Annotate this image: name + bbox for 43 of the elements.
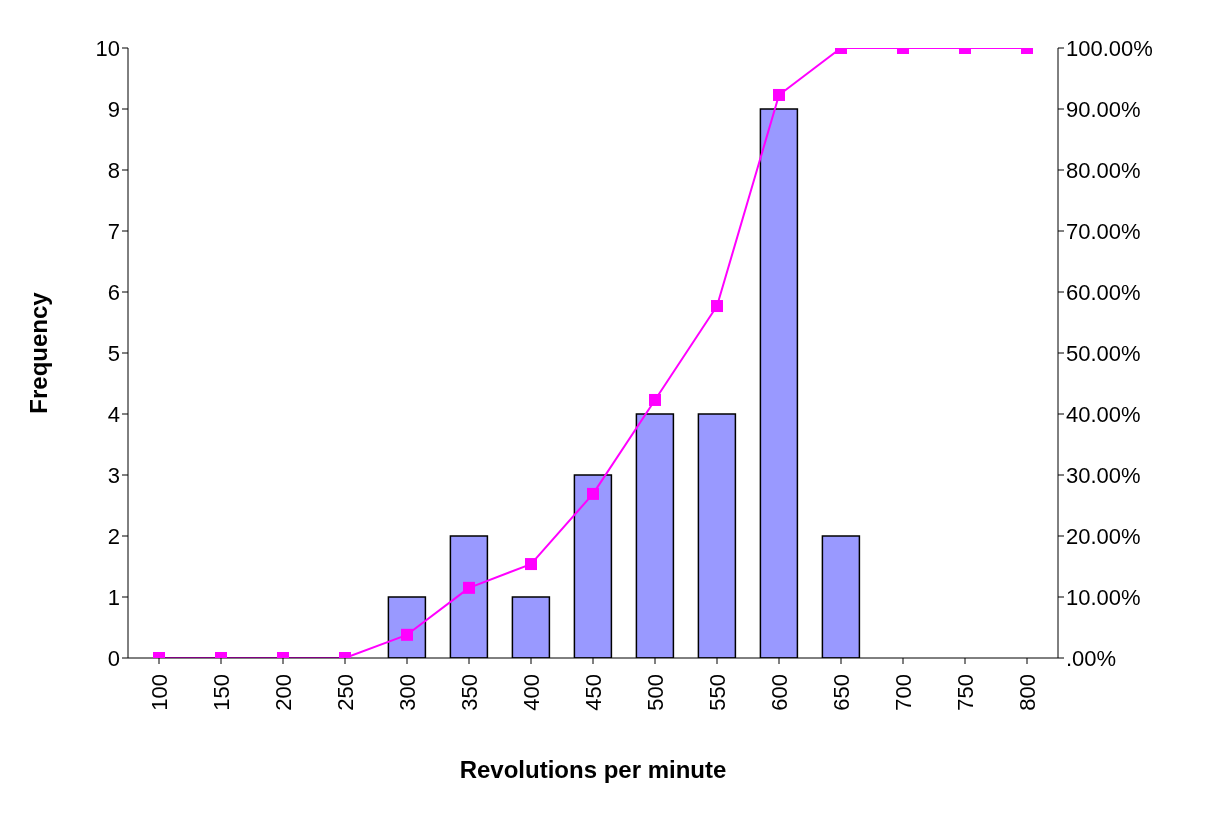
y2-tick-label: 20.00% xyxy=(1066,523,1141,549)
y-tick-label: 5 xyxy=(107,340,120,366)
y2-tick-label: 50.00% xyxy=(1066,340,1141,366)
x-tick-label: 800 xyxy=(1014,674,1040,711)
y-tick-label: 9 xyxy=(107,96,120,122)
y-tick-label: 6 xyxy=(107,279,120,305)
y2-tick-label: 30.00% xyxy=(1066,462,1141,488)
x-tick-label: 300 xyxy=(394,674,420,711)
x-axis-title: Revolutions per minute xyxy=(459,756,727,783)
y-tick-label: 10 xyxy=(95,35,120,61)
y-tick-label: 7 xyxy=(107,218,120,244)
x-tick-label: 700 xyxy=(890,674,916,711)
y-tick-label: 8 xyxy=(107,157,120,183)
x-tick-label: 450 xyxy=(580,674,606,711)
x-tick-label: 100 xyxy=(146,674,172,711)
x-tick-label: 500 xyxy=(642,674,668,711)
point xyxy=(587,487,599,500)
y2-tick-label: 40.00% xyxy=(1066,401,1141,427)
x-tick-label: 650 xyxy=(828,674,854,711)
x-tick-label: 150 xyxy=(208,674,234,711)
point xyxy=(649,393,661,406)
y-tick-label: 1 xyxy=(107,584,120,610)
y2-tick-label: 70.00% xyxy=(1066,218,1141,244)
x-tick-label: 250 xyxy=(332,674,358,711)
y2-tick-label: 90.00% xyxy=(1066,96,1141,122)
y2-tick-label: .00% xyxy=(1066,645,1117,671)
y-tick-label: 0 xyxy=(107,645,120,671)
y2-tick-label: 10.00% xyxy=(1066,584,1141,610)
y-axis-title: Frequency xyxy=(24,291,52,414)
x-tick-label: 400 xyxy=(518,674,544,711)
y2-tick-label: 80.00% xyxy=(1066,157,1141,183)
x-tick-label: 600 xyxy=(766,674,792,711)
x-tick-label: 350 xyxy=(456,674,482,711)
y2-tick-label: 60.00% xyxy=(1066,279,1141,305)
y-tick-label: 3 xyxy=(107,462,120,488)
x-tick-label: 750 xyxy=(952,674,978,711)
y2-tick-label: 100.00% xyxy=(1066,35,1153,61)
y-tick-label: 4 xyxy=(107,401,120,427)
x-tick-label: 200 xyxy=(270,674,296,711)
x-tick-label: 550 xyxy=(704,674,730,711)
point xyxy=(711,300,723,313)
y-tick-label: 2 xyxy=(107,523,120,549)
point xyxy=(463,581,475,594)
